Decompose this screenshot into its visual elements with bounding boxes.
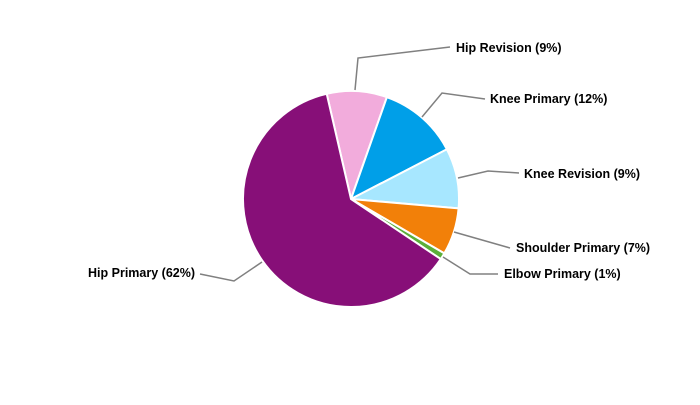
leader-line: [199, 261, 263, 282]
data-label: Hip Primary (62%): [88, 266, 195, 280]
data-label: Knee Revision (9%): [524, 167, 640, 181]
leader-line: [442, 256, 498, 275]
pie-slice-hip-primary: [242, 92, 443, 308]
leader-line: [453, 231, 511, 249]
leader-line: [354, 46, 451, 91]
data-label: Shoulder Primary (7%): [516, 241, 650, 255]
leader-line: [457, 170, 520, 179]
data-label: Hip Revision (9%): [456, 41, 562, 55]
data-label: Knee Primary (12%): [490, 92, 607, 106]
pie-slice-knee-primary: [349, 95, 449, 202]
data-label: Elbow Primary (1%): [504, 267, 621, 281]
leader-line: [421, 92, 486, 118]
